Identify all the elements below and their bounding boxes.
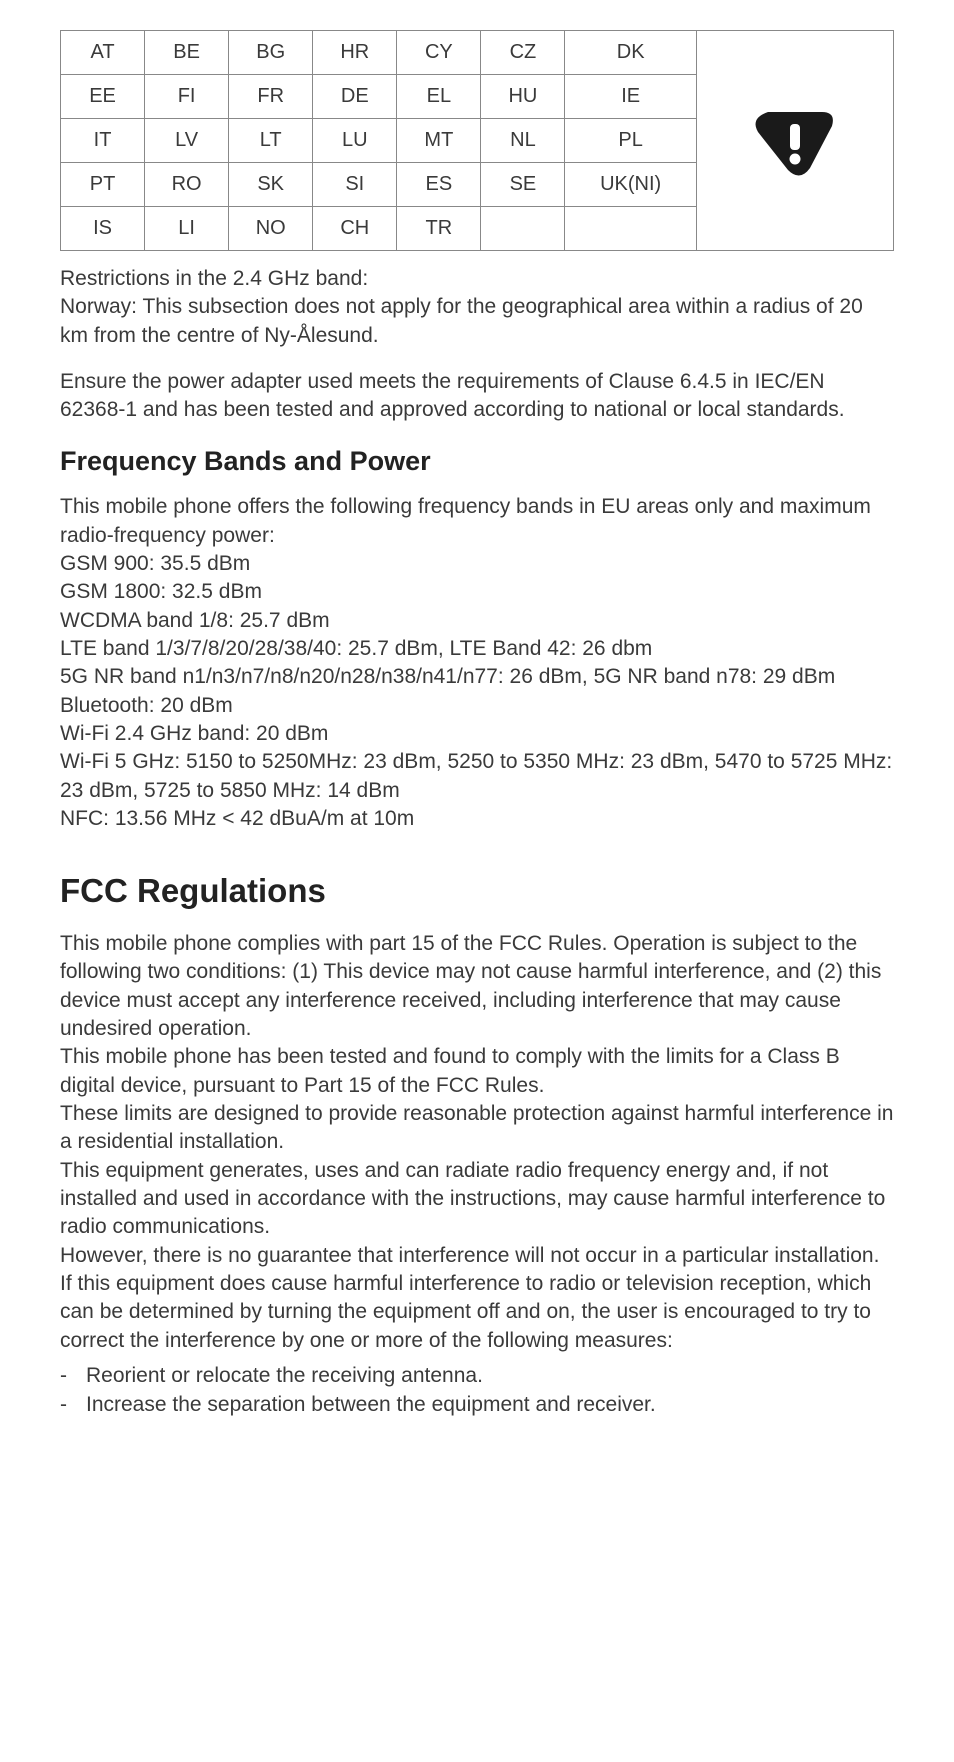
- frequency-line: NFC: 13.56 MHz < 42 dBuA/m at 10m: [60, 805, 894, 833]
- table-cell: BG: [229, 31, 313, 75]
- table-cell: EL: [397, 75, 481, 119]
- table-cell: SE: [481, 163, 565, 207]
- table-cell: [565, 207, 696, 251]
- frequency-heading: Frequency Bands and Power: [60, 443, 894, 479]
- bullet-dash: -: [60, 1390, 86, 1419]
- table-cell: IE: [565, 75, 696, 119]
- restrictions-heading: Restrictions in the 2.4 GHz band:: [60, 267, 368, 290]
- table-cell: LI: [145, 207, 229, 251]
- frequency-intro: This mobile phone offers the following f…: [60, 493, 894, 550]
- fcc-bullet-list: - Reorient or relocate the receiving ant…: [60, 1361, 894, 1420]
- table-cell: IT: [61, 119, 145, 163]
- table-cell: RO: [145, 163, 229, 207]
- restrictions-norway: Norway: This subsection does not apply f…: [60, 295, 863, 346]
- table-cell: CH: [313, 207, 397, 251]
- table-cell: LU: [313, 119, 397, 163]
- table-cell: FI: [145, 75, 229, 119]
- frequency-line: GSM 900: 35.5 dBm: [60, 550, 894, 578]
- warning-icon: [750, 104, 840, 178]
- table-cell: PL: [565, 119, 696, 163]
- adapter-note: Ensure the power adapter used meets the …: [60, 368, 894, 425]
- frequency-section: This mobile phone offers the following f…: [60, 493, 894, 833]
- table-cell: DK: [565, 31, 696, 75]
- table-cell: SK: [229, 163, 313, 207]
- table-cell: UK(NI): [565, 163, 696, 207]
- table-cell: IS: [61, 207, 145, 251]
- table-cell: LV: [145, 119, 229, 163]
- restrictions-paragraph: Restrictions in the 2.4 GHz band: Norway…: [60, 265, 894, 350]
- bullet-dash: -: [60, 1361, 86, 1390]
- frequency-line: Wi-Fi 2.4 GHz band: 20 dBm: [60, 720, 894, 748]
- table-cell: [481, 207, 565, 251]
- table-cell: LT: [229, 119, 313, 163]
- fcc-paragraph: This mobile phone complies with part 15 …: [60, 930, 894, 1355]
- table-cell: NL: [481, 119, 565, 163]
- list-item: - Increase the separation between the eq…: [60, 1390, 894, 1419]
- table-cell: BE: [145, 31, 229, 75]
- table-cell: PT: [61, 163, 145, 207]
- table-cell: AT: [61, 31, 145, 75]
- country-code-table: AT BE BG HR CY CZ DK EE FI FR DE EL HU I…: [60, 30, 894, 251]
- frequency-line: Wi-Fi 5 GHz: 5150 to 5250MHz: 23 dBm, 52…: [60, 748, 894, 805]
- frequency-line: LTE band 1/3/7/8/20/28/38/40: 25.7 dBm, …: [60, 635, 894, 663]
- frequency-line: WCDMA band 1/8: 25.7 dBm: [60, 607, 894, 635]
- list-item: - Reorient or relocate the receiving ant…: [60, 1361, 894, 1390]
- table-cell: NO: [229, 207, 313, 251]
- fcc-heading: FCC Regulations: [60, 869, 894, 914]
- bullet-text: Increase the separation between the equi…: [86, 1390, 656, 1419]
- table-cell: TR: [397, 207, 481, 251]
- frequency-line: 5G NR band n1/n3/n7/n8/n20/n28/n38/n41/n…: [60, 663, 894, 691]
- warning-icon-cell: [696, 31, 893, 251]
- table-cell: FR: [229, 75, 313, 119]
- table-cell: MT: [397, 119, 481, 163]
- table-cell: SI: [313, 163, 397, 207]
- table-cell: ES: [397, 163, 481, 207]
- table-cell: HR: [313, 31, 397, 75]
- frequency-line: GSM 1800: 32.5 dBm: [60, 578, 894, 606]
- table-cell: EE: [61, 75, 145, 119]
- bullet-text: Reorient or relocate the receiving anten…: [86, 1361, 483, 1390]
- table-cell: HU: [481, 75, 565, 119]
- table-cell: DE: [313, 75, 397, 119]
- table-cell: CY: [397, 31, 481, 75]
- table-cell: CZ: [481, 31, 565, 75]
- frequency-line: Bluetooth: 20 dBm: [60, 692, 894, 720]
